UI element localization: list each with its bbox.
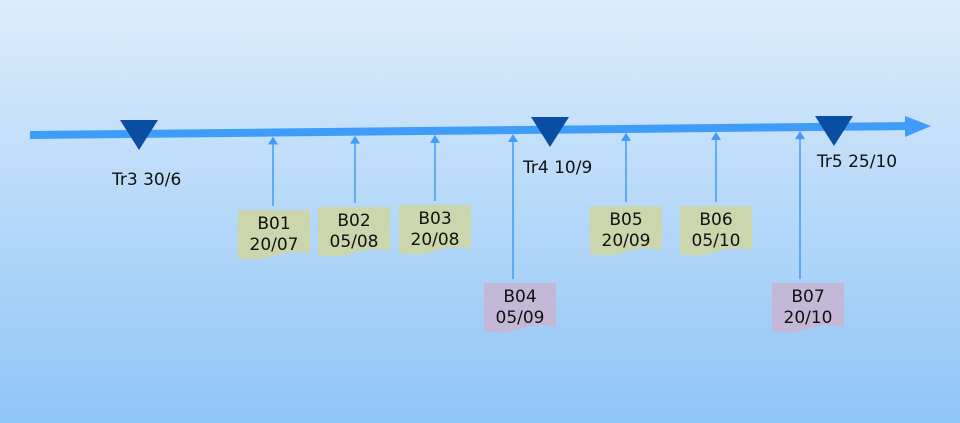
axis-arrowhead-icon: [905, 116, 931, 137]
timeline-axis: [29, 122, 913, 139]
connector-arrow-icon: [711, 131, 721, 140]
connector-arrow-icon: [508, 134, 518, 143]
milestone-label: Tr4 10/9: [522, 158, 592, 178]
note-date: 05/09: [496, 308, 545, 328]
note-shape: [484, 283, 556, 333]
note-code: B02: [337, 211, 370, 231]
note-shape: [399, 205, 471, 255]
note-code: B03: [418, 209, 451, 229]
connector-arrow-icon: [350, 135, 360, 144]
milestone-marker-icon: [815, 116, 853, 146]
note-shape: [590, 206, 662, 256]
milestone-label: Tr3 30/6: [111, 170, 181, 190]
note-code: B04: [503, 287, 536, 307]
note-shape: [318, 207, 390, 257]
connector-arrow-icon: [430, 134, 440, 143]
note-code: B01: [257, 214, 290, 234]
milestone-marker-icon: [120, 120, 158, 150]
note-date: 20/08: [411, 230, 460, 250]
connector-arrow-icon: [795, 131, 805, 140]
note-date: 20/07: [250, 235, 299, 255]
note-code: B05: [609, 210, 642, 230]
note-date: 05/10: [692, 231, 741, 251]
note-code: B06: [699, 210, 732, 230]
note-shape: [772, 283, 844, 333]
connector-arrow-icon: [268, 136, 278, 145]
milestone-label: Tr5 25/10: [816, 152, 897, 172]
milestone-marker-icon: [531, 117, 569, 147]
note-date: 20/09: [602, 231, 651, 251]
note-shape: [238, 210, 310, 260]
connector-arrow-icon: [621, 132, 631, 141]
note-code: B07: [791, 287, 824, 307]
note-date: 20/10: [784, 308, 833, 328]
note-date: 05/08: [330, 232, 379, 252]
note-shape: [680, 206, 752, 256]
